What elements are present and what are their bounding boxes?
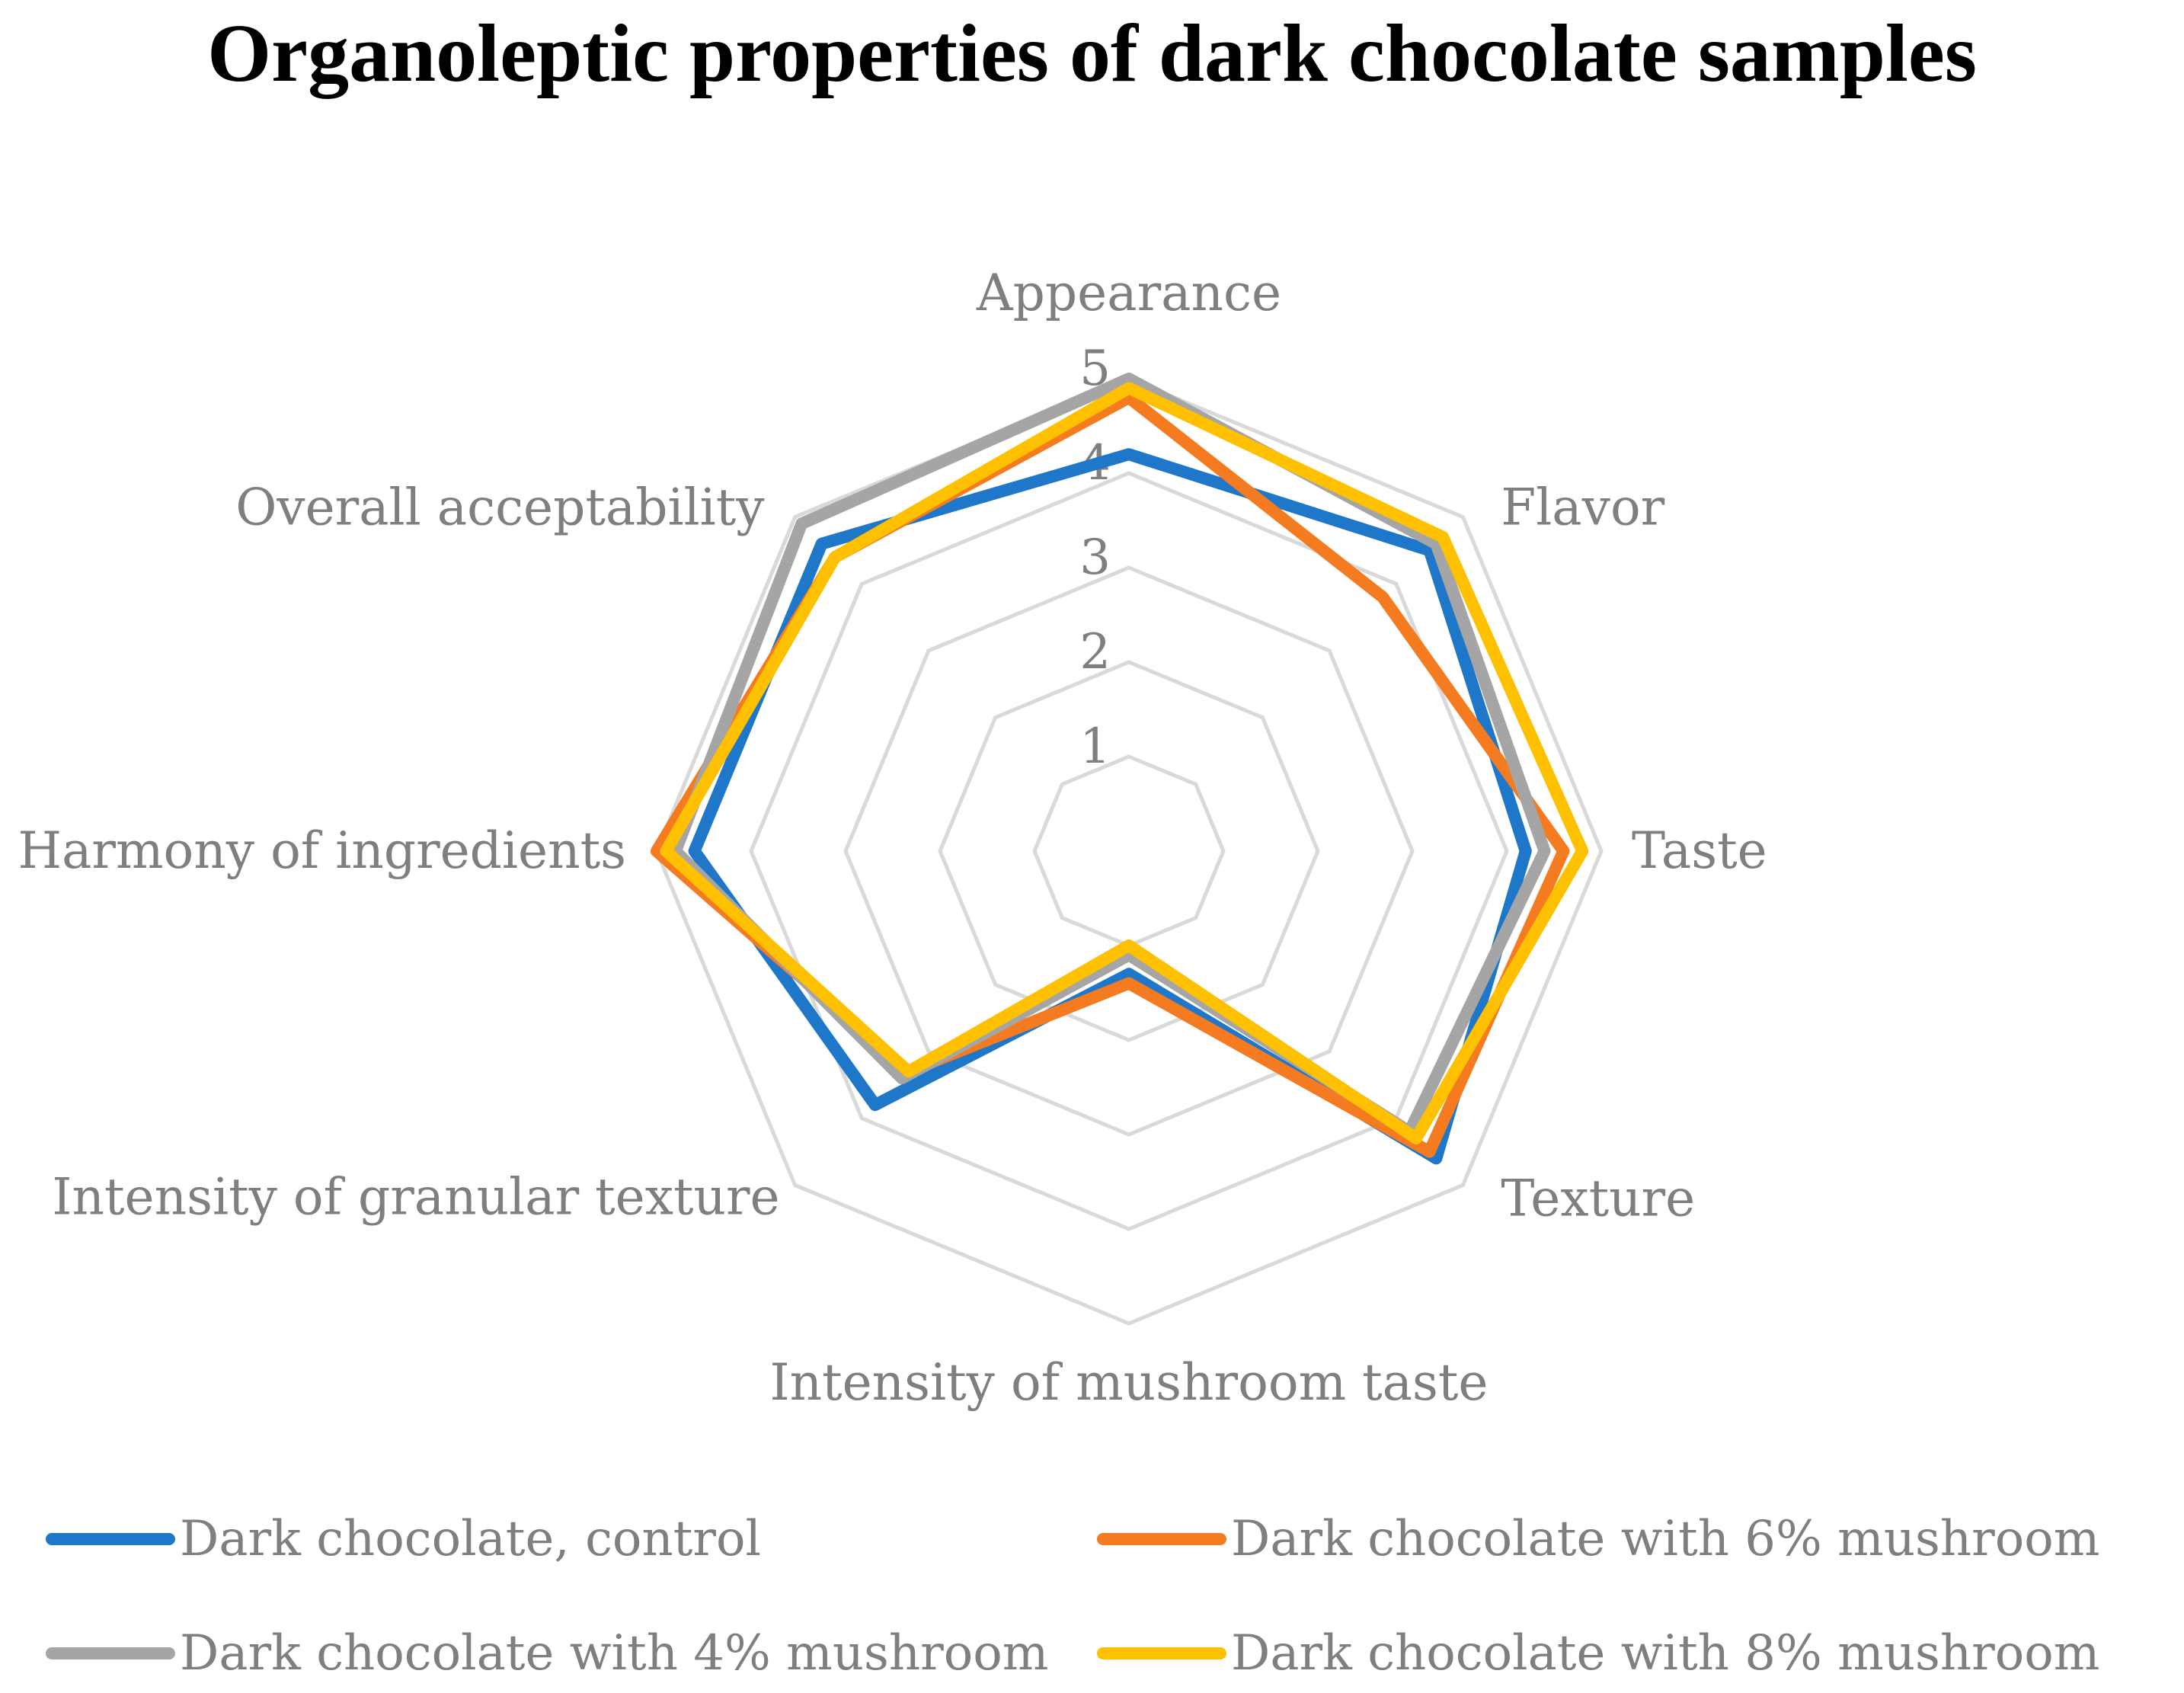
legend-label: Dark chocolate, control bbox=[180, 1511, 761, 1567]
tick-label: 2 bbox=[1079, 624, 1111, 680]
legend-swatch bbox=[46, 1533, 175, 1545]
legend: Dark chocolate, control Dark chocolate wi… bbox=[0, 1509, 2184, 1691]
axis-label: Flavor bbox=[1501, 478, 1664, 537]
legend-item: Dark chocolate, control bbox=[46, 1509, 761, 1570]
axis-label: Harmony of ingredients bbox=[18, 821, 626, 880]
legend-swatch bbox=[1097, 1647, 1226, 1659]
axis-label: Texture bbox=[1501, 1169, 1695, 1227]
radar-series bbox=[651, 373, 1589, 1165]
tick-label: 3 bbox=[1079, 530, 1111, 586]
grid-ring-1 bbox=[1032, 754, 1226, 948]
chart-title: Organoleptic properties of dark chocolat… bbox=[207, 8, 1977, 99]
legend-label: Dark chocolate with 6% mushroom bbox=[1231, 1511, 2100, 1567]
grid-ring-2 bbox=[938, 660, 1320, 1042]
axis-labels: Appearance Flavor Taste Texture Intensity of… bbox=[18, 264, 1767, 1412]
legend-item: Dark chocolate with 8% mushroom bbox=[1097, 1623, 2099, 1684]
axis-label: Taste bbox=[1632, 821, 1767, 880]
tick-label: 1 bbox=[1079, 718, 1111, 775]
legend-item: Dark chocolate with 6% mushroom bbox=[1097, 1509, 2099, 1570]
axis-label: Intensity of mushroom taste bbox=[770, 1353, 1489, 1412]
series-line-3 bbox=[669, 373, 1551, 1138]
legend-label: Dark chocolate with 8% mushroom bbox=[1231, 1625, 2100, 1682]
legend-swatch bbox=[1097, 1533, 1226, 1545]
grid-ring-3 bbox=[843, 565, 1415, 1137]
legend-item: Dark chocolate with 4% mushroom bbox=[46, 1623, 1048, 1684]
axis-label: Overall acceptability bbox=[235, 478, 765, 537]
series-line-4 bbox=[660, 382, 1589, 1145]
grid-ring-5 bbox=[654, 376, 1604, 1326]
axis-label: Intensity of granular texture bbox=[52, 1167, 779, 1226]
legend-label: Dark chocolate with 4% mushroom bbox=[180, 1625, 1049, 1682]
axis-label: Appearance bbox=[976, 264, 1281, 322]
legend-swatch bbox=[46, 1647, 175, 1659]
